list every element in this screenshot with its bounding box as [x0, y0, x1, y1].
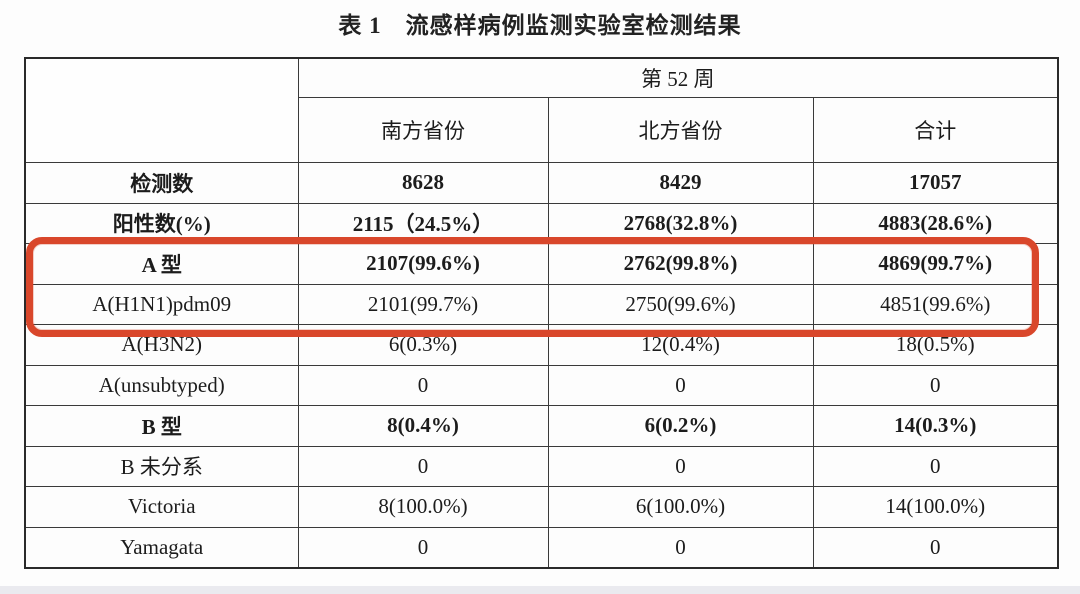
cell-total: 0 — [812, 445, 1059, 487]
col-header-north: 北方省份 — [547, 97, 814, 163]
cell-north: 6(100.0%) — [547, 486, 814, 528]
cell-south: 2101(99.7%) — [297, 283, 549, 325]
cell-south: 2107(99.6%) — [297, 243, 549, 285]
cell-south: 6(0.3%) — [297, 324, 549, 366]
cell-south: 8(100.0%) — [297, 486, 549, 528]
table-row-victoria: Victoria 8(100.0%) 6(100.0%) 14(100.0%) — [24, 486, 1059, 528]
cell-total: 18(0.5%) — [812, 324, 1059, 366]
cell-north: 2768(32.8%) — [547, 202, 814, 244]
table-row-type-b: B 型 8(0.4%) 6(0.2%) 14(0.3%) — [24, 405, 1059, 447]
corner-cell — [24, 57, 299, 163]
cell-total: 0 — [812, 364, 1059, 406]
cell-north: 8429 — [547, 162, 814, 204]
cell-south: 0 — [297, 526, 549, 569]
table-row-h1n1pdm09: A(H1N1)pdm09 2101(99.7%) 2750(99.6%) 485… — [24, 283, 1059, 325]
cell-north: 0 — [547, 445, 814, 487]
row-label: A(H1N1)pdm09 — [24, 283, 299, 325]
cell-total: 4851(99.6%) — [812, 283, 1059, 325]
flu-results-table: 第 52 周 南方省份 北方省份 合计 检测数 8628 8429 17057 … — [24, 57, 1060, 569]
cell-south: 0 — [297, 445, 549, 487]
row-label: A(H3N2) — [24, 324, 299, 366]
row-label: A(unsubtyped) — [24, 364, 299, 406]
cell-total: 14(0.3%) — [812, 405, 1059, 447]
cell-north: 6(0.2%) — [547, 405, 814, 447]
cell-north: 2750(99.6%) — [547, 283, 814, 325]
col-header-south: 南方省份 — [297, 97, 549, 163]
bottom-edge-strip — [0, 586, 1080, 594]
row-label: A 型 — [24, 243, 299, 285]
cell-total: 4883(28.6%) — [812, 202, 1059, 244]
table-row-yamagata: Yamagata 0 0 0 — [24, 526, 1059, 569]
table-row-h3n2: A(H3N2) 6(0.3%) 12(0.4%) 18(0.5%) — [24, 324, 1059, 366]
table-row-positive: 阳性数(%) 2115（24.5%） 2768(32.8%) 4883(28.6… — [24, 202, 1059, 244]
cell-total: 4869(99.7%) — [812, 243, 1059, 285]
table-row-type-a: A 型 2107(99.6%) 2762(99.8%) 4869(99.7%) — [24, 243, 1059, 285]
cell-south: 2115（24.5%） — [297, 202, 549, 244]
cell-south: 8(0.4%) — [297, 405, 549, 447]
row-label: B 型 — [24, 405, 299, 447]
row-label: 检测数 — [24, 162, 299, 204]
cell-north: 12(0.4%) — [547, 324, 814, 366]
cell-south: 0 — [297, 364, 549, 406]
cell-south: 8628 — [297, 162, 549, 204]
cell-north: 0 — [547, 526, 814, 569]
col-header-total: 合计 — [812, 97, 1059, 163]
cell-total: 14(100.0%) — [812, 486, 1059, 528]
table-row-b-unsubtyped: B 未分系 0 0 0 — [24, 445, 1059, 487]
cell-north: 2762(99.8%) — [547, 243, 814, 285]
week-header-cell: 第 52 周 — [297, 57, 1059, 98]
cell-north: 0 — [547, 364, 814, 406]
row-label: 阳性数(%) — [24, 202, 299, 244]
table-row-tested: 检测数 8628 8429 17057 — [24, 162, 1059, 204]
row-label: Victoria — [24, 486, 299, 528]
table-row-a-unsubtyped: A(unsubtyped) 0 0 0 — [24, 364, 1059, 406]
week-header-row: 第 52 周 — [24, 57, 1059, 163]
row-label: Yamagata — [24, 526, 299, 569]
row-label: B 未分系 — [24, 445, 299, 487]
table-title: 表 1 流感样病例监测实验室检测结果 — [338, 13, 742, 38]
column-header-row: 南方省份 北方省份 合计 — [25, 97, 1059, 163]
cell-total: 0 — [812, 526, 1059, 569]
cell-total: 17057 — [812, 162, 1059, 204]
